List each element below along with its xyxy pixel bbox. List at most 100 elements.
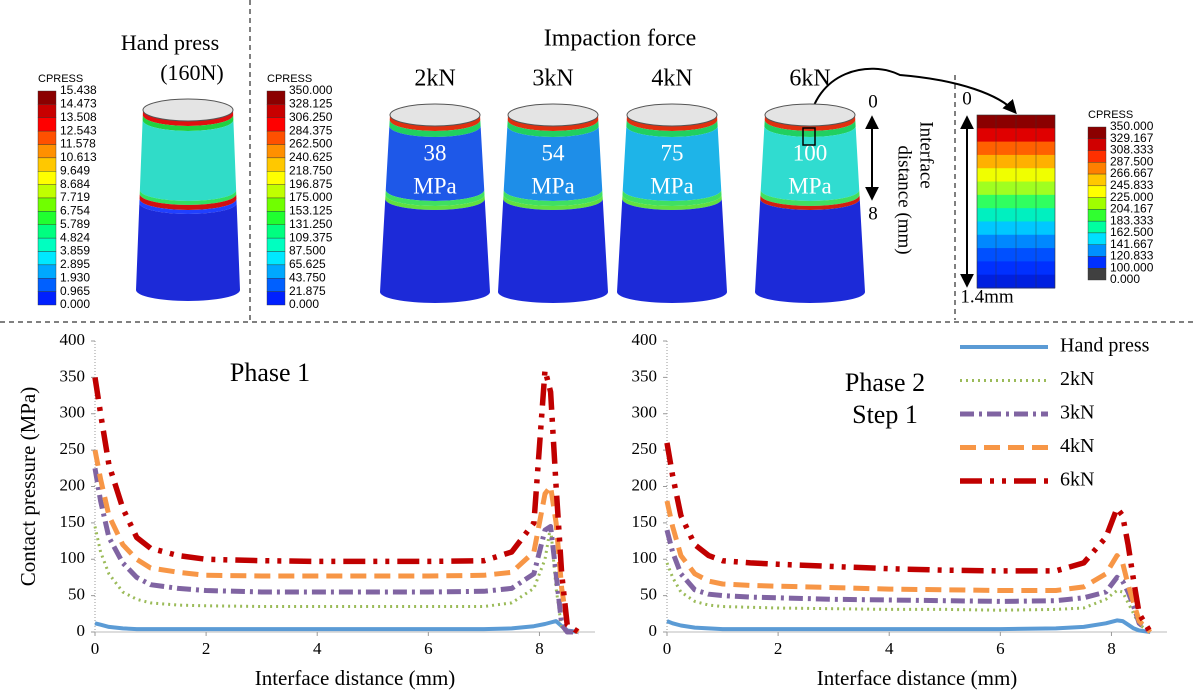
legend-band: [267, 171, 285, 184]
series-line: [95, 527, 578, 633]
legend-label: 13.508: [60, 110, 97, 124]
cylinder-band: [617, 199, 727, 303]
page: CPRESS15.43814.47313.50812.54311.57810.6…: [0, 0, 1195, 693]
legend-band: [1088, 174, 1106, 186]
legend-label: 11.578: [60, 137, 96, 151]
cylinder-cap: [627, 104, 717, 126]
legend-band: [267, 225, 285, 238]
panel-title: Hand press: [121, 30, 219, 55]
legend-label: 2kN: [1060, 368, 1094, 390]
legend-label: 350.000: [289, 83, 333, 97]
chart-title: Step 1: [852, 400, 918, 429]
legend-band: [267, 252, 285, 265]
legend-band: [1088, 268, 1106, 280]
legend-band: [38, 118, 56, 131]
force-label: 3kN: [532, 66, 573, 92]
x-tick-label: 2: [202, 639, 211, 658]
legend-label: 2.895: [60, 257, 90, 271]
y-tick-label: 0: [77, 621, 86, 640]
cylinder-band: [140, 120, 236, 201]
legend-band: [1088, 198, 1106, 210]
x-tick-label: 2: [774, 639, 783, 658]
series-line: [95, 370, 578, 632]
legend-band: [38, 91, 56, 104]
legend-band: [267, 278, 285, 291]
axis-start: 0: [868, 91, 878, 112]
pressure-label: 54: [542, 140, 566, 165]
y-tick-label: 150: [60, 512, 86, 531]
figure: CPRESS15.43814.47313.50812.54311.57810.6…: [0, 0, 1195, 693]
legend-label: 6.754: [60, 204, 90, 218]
chart-title: Phase 1: [230, 358, 310, 387]
cylinder-cap: [765, 104, 855, 126]
x-tick-label: 6: [424, 639, 433, 658]
y-tick-label: 150: [632, 512, 658, 531]
cylinder-band: [380, 199, 490, 303]
legend-band: [38, 171, 56, 184]
x-tick-label: 0: [91, 639, 100, 658]
y-tick-label: 350: [632, 366, 658, 385]
y-tick-label: 400: [632, 330, 658, 349]
legend-band: [38, 252, 56, 265]
legend-label: 175.000: [289, 190, 333, 204]
legend-label: 6kN: [1060, 469, 1094, 491]
legend-label: 196.875: [289, 177, 333, 191]
force-label: 6kN: [789, 66, 830, 92]
legend-label: 12.543: [60, 123, 97, 137]
x-tick-label: 8: [535, 639, 544, 658]
legend-label: 1.930: [60, 270, 90, 284]
legend-label: 3.859: [60, 244, 90, 258]
legend-band: [38, 158, 56, 171]
legend-band: [267, 292, 285, 305]
legend-label: 4kN: [1060, 435, 1094, 457]
y-tick-label: 100: [632, 548, 658, 567]
cylinder-cap: [143, 99, 233, 121]
y-tick-label: 350: [60, 366, 86, 385]
legend-band: [267, 145, 285, 158]
legend-label: 131.250: [289, 217, 333, 231]
legend-label: 306.250: [289, 110, 333, 124]
legend-band: [38, 292, 56, 305]
legend-band: [267, 198, 285, 211]
cylinder-band: [755, 199, 865, 303]
legend-label: 109.375: [289, 230, 333, 244]
legend-band: [267, 265, 285, 278]
legend-label: 0.000: [289, 297, 319, 311]
legend-label: 65.625: [289, 257, 326, 271]
legend-band: [38, 225, 56, 238]
legend-label: 10.613: [60, 150, 97, 164]
cylinder-cap: [390, 104, 480, 126]
series-line: [667, 530, 1150, 632]
legend-label: 14.473: [60, 97, 97, 111]
legend-band: [267, 211, 285, 224]
legend-band: [38, 198, 56, 211]
x-tick-label: 4: [885, 639, 894, 658]
legend-band: [1088, 127, 1106, 139]
legend-band: [38, 211, 56, 224]
legend-band: [267, 131, 285, 144]
legend-band: [1088, 151, 1106, 163]
legend-band: [38, 265, 56, 278]
y-tick-label: 200: [632, 475, 658, 494]
pressure-unit: MPa: [788, 173, 831, 198]
panel-title: Impaction force: [544, 26, 697, 52]
legend-label: 0.965: [60, 284, 90, 298]
legend-label: 0.000: [1110, 272, 1140, 286]
series-line: [95, 621, 578, 632]
legend-label: 240.625: [289, 150, 333, 164]
legend-band: [1088, 233, 1106, 245]
panel-title: (160N): [160, 60, 224, 85]
legend-label: 153.125: [289, 204, 333, 218]
y-tick-label: 50: [68, 585, 85, 604]
axis-end: 8: [868, 203, 878, 224]
pressure-label: 38: [424, 140, 447, 165]
legend-band: [38, 104, 56, 117]
series-line: [667, 620, 1150, 632]
legend-band: [38, 238, 56, 251]
legend-band: [1088, 245, 1106, 257]
legend-label: 0.000: [60, 297, 90, 311]
chart-title: Phase 2: [845, 368, 925, 397]
legend-band: [1088, 162, 1106, 174]
legend-label: 21.875: [289, 284, 326, 298]
legend-band: [1088, 139, 1106, 151]
